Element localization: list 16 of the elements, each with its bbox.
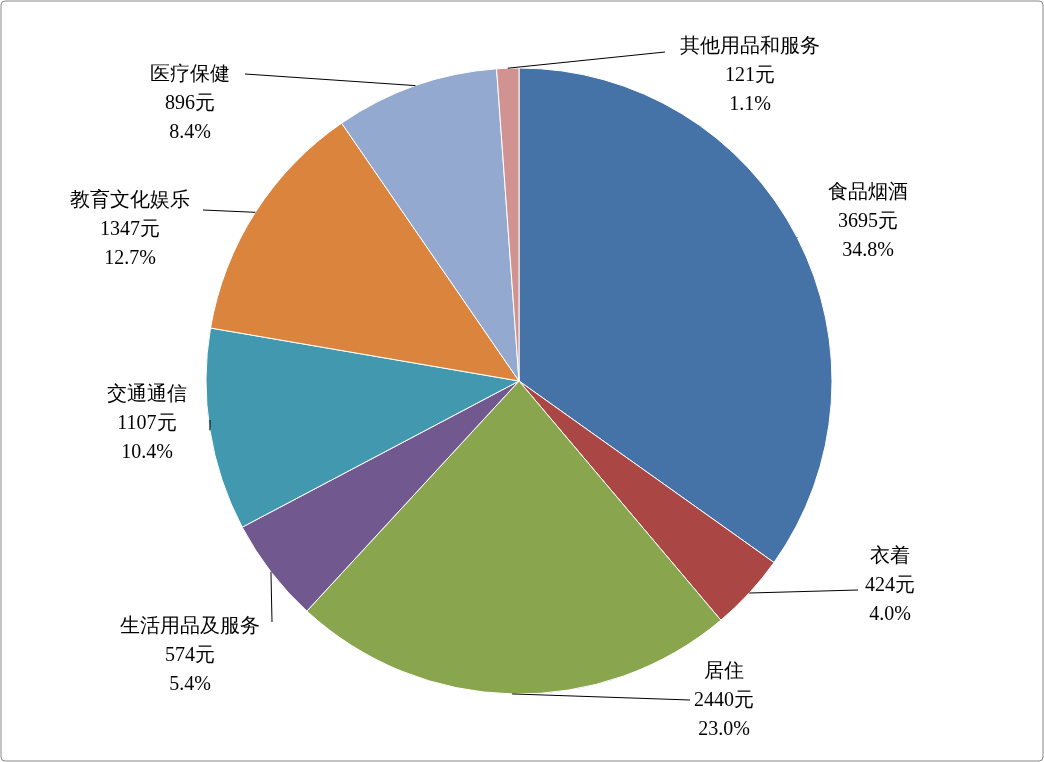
data-label: 574元 5.4% — [165, 643, 215, 694]
data-label: 896元 8.4% — [165, 91, 215, 142]
data-label: 1107元 10.4% — [117, 411, 177, 462]
slice-label: 居住 — [704, 659, 744, 681]
slice-label: 食品烟酒 — [828, 180, 908, 202]
data-label: 424元 4.0% — [865, 573, 915, 624]
data-label: 2440元 23.0% — [694, 688, 754, 739]
data-label: 121元 1.1% — [725, 63, 775, 114]
data-label: 1347元 12.7% — [100, 217, 160, 268]
slice-label: 医疗保健 — [150, 62, 230, 84]
slice-label: 其他用品和服务 — [680, 34, 820, 56]
slice-label: 生活用品及服务 — [120, 614, 260, 636]
slice-label: 交通通信 — [107, 382, 187, 404]
slice-label: 衣着 — [870, 544, 910, 566]
slice-label: 教育文化娱乐 — [70, 188, 190, 210]
data-label: 3695元 34.8% — [838, 209, 898, 260]
